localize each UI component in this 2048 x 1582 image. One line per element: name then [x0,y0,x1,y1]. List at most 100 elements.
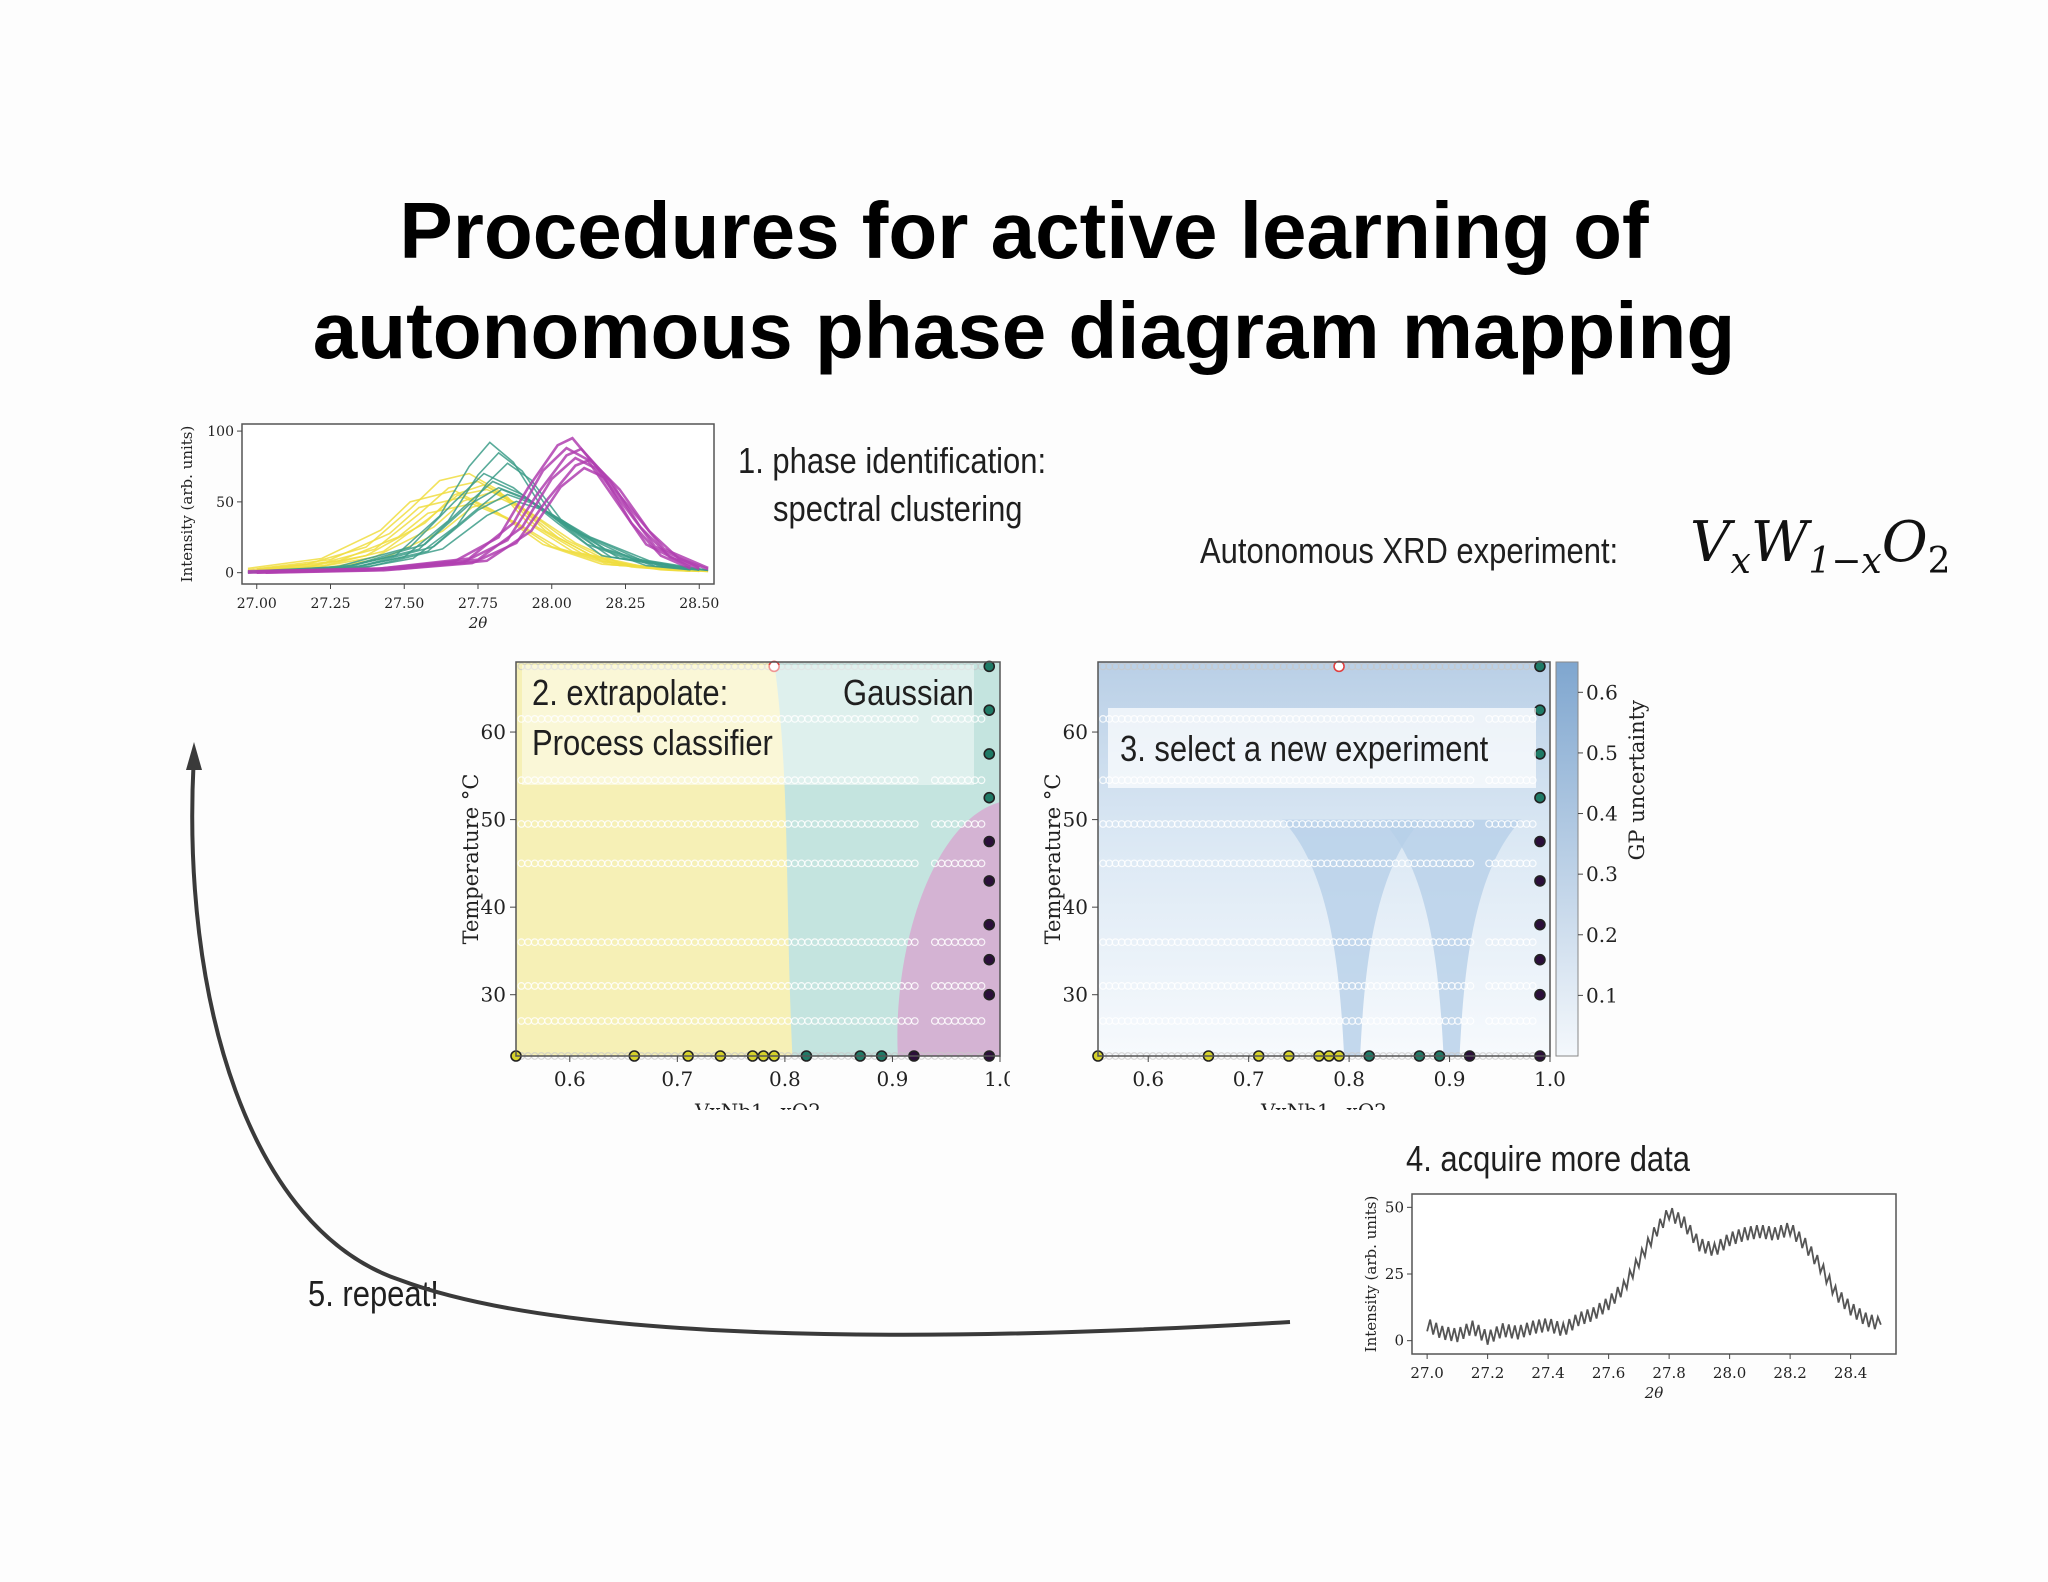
step3-caption-box [1108,708,1536,788]
y-tick-label: 40 [481,895,506,919]
step3-caption: 3. select a new experiment [1120,728,1489,769]
spectrum-line-7 [256,456,700,573]
measured-point [983,748,996,760]
x-tick-label: 0.7 [661,1067,693,1091]
x-axis-label: VxNb1−xO2 [694,1099,821,1110]
measured-point [1534,875,1546,887]
new-spectrum-chart: 27.0 27.2 27.4 27.6 27.8 28.0 28.2 28.4 0 25 50 2θ I… [1362,1193,1897,1402]
step2-caption-line1: 2. extrapolate: [532,672,729,713]
measured-point [983,988,996,1001]
gp-classifier-chart: 0.6 0.7 0.8 0.9 1.0 30 40 50 60 VxNb1−xO2 Temperat… [459,660,1010,1110]
y-tick-label: 30 [481,983,506,1007]
y-tick-label: 40 [1063,895,1088,919]
measured-point [1534,835,1546,848]
x-tick-label: 1.0 [984,1067,1010,1091]
colorbar-tick-label: 0.2 [1586,923,1618,947]
x-tick-label: 27.75 [458,596,498,612]
y-tick-label: 0 [225,566,234,582]
x-axis-label: 2θ [468,614,488,628]
x-tick-label: 0.6 [1132,1067,1164,1091]
candidate-point [1528,859,1537,868]
candidate-point [977,982,986,990]
measured-point [983,918,996,931]
y-tick-label: 25 [1385,1265,1404,1283]
x-tick-label: 27.50 [384,596,424,612]
candidate-point [1466,938,1475,947]
candidate-point [1466,1017,1475,1025]
measured-point [983,835,996,848]
measured-point [1534,953,1546,966]
colorbar [1555,661,1579,1057]
spectrum-line-5 [256,493,700,574]
y-tick-label: 60 [1063,720,1088,744]
y-tick-label: 50 [481,808,506,832]
y-axis-label: Intensity (arb. units) [1362,1196,1380,1353]
candidate-point [1466,982,1475,990]
spectrum-line-5 [247,486,691,574]
x-tick-label: 0.7 [1233,1067,1265,1091]
x-tick-label: 0.9 [1434,1067,1466,1091]
y-tick-label: 50 [216,495,234,511]
measured-point [1534,918,1546,931]
x-tick-label: 28.50 [679,596,719,612]
measured-point [983,704,996,716]
formula-x: x [1730,541,1751,583]
uncertainty-plume [1381,819,1522,1056]
formula-sub: 1−x [1808,541,1882,583]
candidate-point [910,715,919,723]
candidate-point [910,938,919,947]
x-tick-label: 28.0 [1713,1364,1746,1382]
x-tick-label: 0.8 [1333,1067,1365,1091]
y-axis-label: Intensity (arb. units) [178,426,196,583]
spectrum-line [1426,1207,1882,1345]
step2-caption-line2: Process classifier [532,722,773,763]
spectrum-line-7 [265,466,709,573]
formula-2: 2 [1927,541,1951,583]
x-tick-label: 27.0 [1410,1364,1443,1382]
measured-point [983,660,996,673]
measured-point [1534,791,1546,804]
candidate-point [977,1017,986,1025]
measured-point [983,791,996,804]
candidate-point [910,859,919,868]
step5-caption: 5. repeat! [308,1273,439,1314]
candidate-point [910,820,919,828]
plot-frame [515,661,1001,1057]
x-tick-label: 27.8 [1652,1364,1685,1382]
formula-v: V [1690,510,1731,575]
slide-title-line-2: autonomous phase diagram mapping [312,286,1736,375]
candidate-point [910,1017,919,1025]
plot-frame [1411,1193,1897,1355]
formula: VxW1−xO2 [1690,510,1951,582]
candidate-point [1466,820,1475,828]
x-tick-label: 1.0 [1534,1067,1566,1091]
candidate-point [977,715,986,723]
measured-point [1534,704,1546,716]
measured-point [983,953,996,966]
step4-caption: 4. acquire more data [1406,1138,1690,1179]
spectrum-line-4 [247,472,691,573]
step2-caption-gaussian: Gaussian [843,672,974,713]
slide-title-line-1: Procedures for active learning of [399,186,1649,275]
measured-point [1534,748,1546,760]
region-purple [897,802,1000,1056]
x-tick-label: 27.00 [237,596,277,612]
colorbar-label: GP uncertainty [1625,700,1649,860]
y-axis-label: Temperature °C [1041,774,1065,945]
candidate-point [1528,820,1537,828]
plot-frame [1097,661,1551,1057]
step1-caption-line1: 1. phase identification: [738,440,1047,481]
step2-caption-box [522,665,974,785]
spectrum-line-5 [265,500,709,574]
candidate-point [977,859,986,868]
x-tick-label: 28.25 [605,596,645,612]
x-tick-label: 27.25 [310,596,350,612]
measured-point [1333,660,1345,673]
candidate-point [1528,938,1537,947]
colorbar-tick-label: 0.4 [1586,802,1618,826]
y-tick-label: 0 [1394,1332,1404,1350]
y-tick-label: 50 [1063,808,1088,832]
colorbar-tick-label: 0.3 [1586,862,1618,886]
y-axis-label: Temperature °C [459,774,483,945]
